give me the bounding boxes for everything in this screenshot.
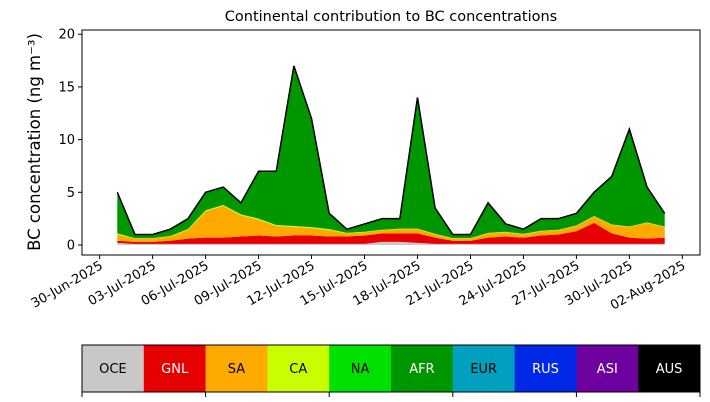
legend-swatch: [638, 345, 701, 392]
plot-frame: [81, 29, 701, 256]
legend-swatch: [267, 345, 330, 392]
legend-label: AUS: [656, 362, 683, 377]
y-tick-label: 10: [58, 133, 75, 148]
area-afr: [117, 65, 665, 239]
legend-swatch: [514, 345, 577, 392]
legend-label: ASI: [597, 362, 618, 377]
y-tick-label: 15: [58, 80, 75, 95]
legend-swatch: [82, 345, 145, 392]
legend-label: EUR: [470, 362, 497, 377]
y-tick-label: 5: [67, 186, 75, 201]
legend-swatch: [452, 345, 516, 392]
legend-label: RUS: [532, 362, 559, 377]
legend-label: SA: [228, 362, 245, 377]
legend-swatch: [143, 345, 207, 392]
legend-label: NA: [351, 362, 370, 377]
y-axis-label: BC concentration (ng m⁻³): [25, 33, 44, 251]
legend-frame: [81, 344, 701, 393]
legend-label: OCE: [99, 362, 127, 377]
area-gnl: [117, 222, 665, 244]
chart-title: Continental contribution to BC concentra…: [225, 9, 557, 25]
legend-label: AFR: [409, 362, 434, 377]
total-line: [116, 65, 666, 236]
legend-swatch: [329, 345, 392, 392]
y-tick-label: 0: [67, 238, 75, 253]
y-tick-label: 20: [58, 28, 75, 43]
legend-swatch: [205, 345, 268, 392]
area-sa: [117, 206, 665, 242]
area-oce: [117, 241, 665, 245]
legend-swatch: [391, 345, 454, 392]
legend-swatch: [576, 345, 639, 392]
legend-label: GNL: [161, 362, 189, 377]
legend-label: CA: [289, 362, 307, 377]
